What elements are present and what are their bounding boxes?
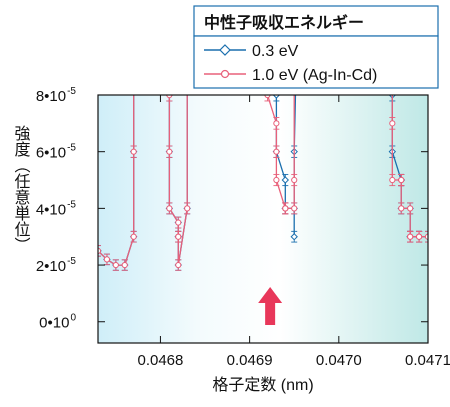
- annotation-layer: [258, 287, 283, 325]
- legend-label-1: 1.0 eV (Ag-In-Cd): [252, 67, 377, 84]
- y-tick-label-4: 8•10-5: [36, 86, 77, 105]
- data-point-0-6: [131, 35, 137, 41]
- data-point-1-5: [130, 148, 137, 155]
- x-tick-label-3: 0.0471: [405, 352, 450, 369]
- data-point-1-54: [282, 205, 289, 212]
- data-point-1-49: [273, 120, 280, 127]
- data-point-1-2: [112, 261, 119, 269]
- series-layer: [98, 35, 428, 271]
- data-point-1-19: [175, 219, 182, 226]
- y-tick-label-2: 4•10-5: [36, 199, 77, 218]
- y-tick-label-3: 6•10-5: [36, 143, 77, 162]
- x-axis-title: 格子定数 (nm): [212, 376, 313, 394]
- data-point-1-91: [398, 176, 405, 184]
- data-point-1-1: [103, 256, 111, 263]
- data-point-1-56: [291, 176, 298, 184]
- y-axis-title: 強度（任意単位）: [12, 125, 31, 253]
- data-point-1-96: [407, 233, 414, 240]
- data-point-1-3: [121, 261, 128, 269]
- legend: 中性子吸収エネルギー 0.3 eV 1.0 eV (Ag-In-Cd): [193, 5, 439, 89]
- data-point-1-18: [166, 205, 173, 212]
- x-tick-label-2: 0.0470: [316, 352, 362, 369]
- y-axis-title-group: 強度（任意単位）: [12, 125, 31, 253]
- y-tick-label-0: 0•100: [39, 313, 76, 332]
- data-point-1-87: [389, 120, 396, 127]
- data-point-1-99: [415, 233, 423, 240]
- data-point-1-51: [273, 176, 280, 184]
- data-point-1-4: [130, 233, 137, 240]
- diamond-marker-icon: [219, 44, 231, 56]
- x-tick-label-1: 0.0469: [227, 352, 273, 369]
- data-point-1-50: [273, 148, 280, 155]
- data-point-1-93: [407, 205, 414, 212]
- legend-entry-0: 0.3 eV: [204, 43, 299, 60]
- data-point-1-55: [291, 205, 298, 212]
- plot-background: [98, 95, 428, 343]
- plot-frame: [97, 94, 429, 344]
- legend-entry-1: 1.0 eV (Ag-In-Cd): [204, 67, 377, 84]
- data-point-0-50: [272, 95, 281, 99]
- circle-marker-icon: [220, 69, 230, 79]
- data-point-1-23: [184, 205, 191, 212]
- data-point-1-88: [389, 176, 396, 184]
- x-axis: 0.0468 0.0469 0.0470 0.0471: [137, 95, 450, 369]
- y-tick-label-1: 2•10-5: [36, 256, 77, 275]
- data-point-1-6: [131, 36, 136, 41]
- series-1: [98, 36, 428, 271]
- data-point-0-56: [290, 233, 298, 241]
- legend-label-0: 0.3 eV: [252, 43, 299, 60]
- data-point-1-21: [175, 233, 182, 240]
- data-point-1-22: [175, 261, 182, 269]
- data-point-1-17: [166, 148, 173, 155]
- legend-entries-box: [193, 35, 439, 89]
- data-point-0-52: [281, 176, 290, 184]
- data-point-1-92: [398, 205, 405, 212]
- up-arrow-icon: [258, 287, 283, 325]
- legend-title: 中性子吸収エネルギー: [204, 13, 364, 32]
- legend-title-box: [193, 5, 439, 37]
- x-tick-label-0: 0.0468: [137, 352, 183, 369]
